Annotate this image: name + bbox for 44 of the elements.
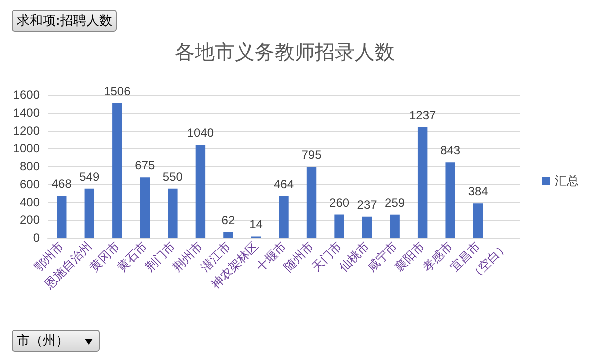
bar [279,196,289,238]
bar [418,127,428,238]
data-label: 550 [162,170,184,184]
bar [168,188,178,238]
data-label: 62 [222,213,236,228]
bar [140,178,150,238]
y-tick-label: 0 [33,231,40,245]
bar [390,214,400,238]
bar [334,214,344,238]
y-tick-label: 1600 [13,88,40,102]
bar [196,145,206,238]
bar [84,188,95,238]
bar [362,216,372,238]
data-label: 260 [330,196,350,210]
data-label: 675 [135,158,156,173]
legend-label: 汇总 [555,174,579,188]
bar [224,232,234,238]
data-label: 237 [357,198,378,212]
data-label: 1506 [104,84,132,98]
data-label: 259 [385,196,406,210]
bar [57,196,67,238]
data-label: 843 [440,144,461,158]
y-tick-label: 600 [20,177,40,192]
y-tick-label: 800 [20,160,40,174]
text: 求和项:招聘人数 [17,14,112,29]
bar [473,204,484,238]
bar [306,166,317,238]
data-label: 1040 [187,126,214,140]
text: 市（州） [17,334,69,349]
y-tick-label: 200 [20,213,40,228]
y-tick-label: 1400 [13,106,40,120]
chart-title: 各地市义务教师招录人数 [175,42,395,64]
data-label: 384 [468,184,489,199]
data-label: 464 [274,178,294,192]
bar [112,103,122,238]
data-label: 795 [302,148,322,162]
y-tick-label: 400 [20,195,40,210]
data-label: 549 [80,170,100,184]
data-label: 468 [52,177,72,192]
data-label: 14 [250,218,264,232]
y-tick-label: 1200 [13,124,40,138]
bar [446,162,456,238]
data-label: 1237 [409,108,436,122]
y-tick-label: 1000 [13,142,40,156]
